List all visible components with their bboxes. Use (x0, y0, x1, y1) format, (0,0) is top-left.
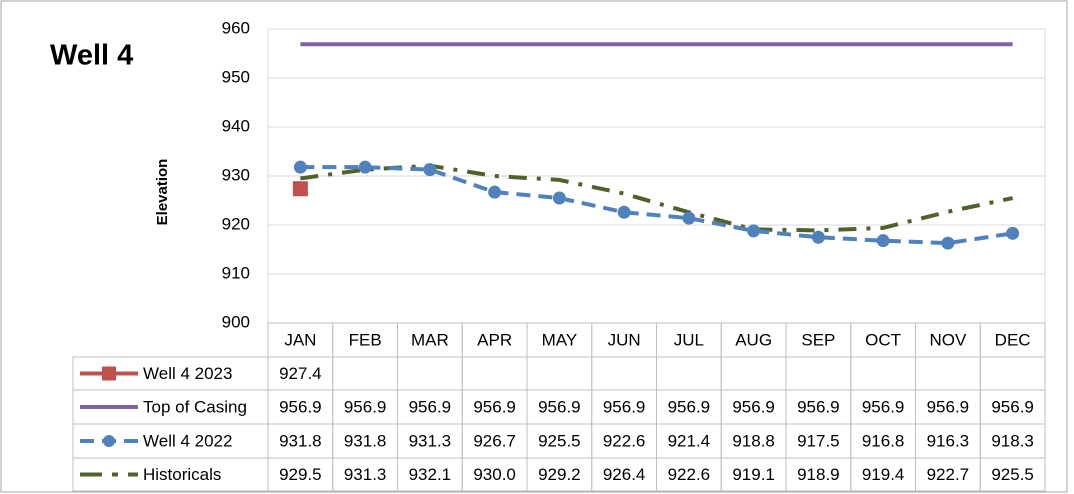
table-value: 956.9 (991, 397, 1034, 416)
table-value: 956.9 (279, 397, 322, 416)
y-axis-label: Elevation (154, 159, 171, 226)
point (293, 160, 307, 174)
table-value: 956.9 (409, 397, 452, 416)
x-tick-label: DEC (995, 330, 1031, 349)
x-tick-label: APR (477, 330, 512, 349)
y-tick-label: 910 (222, 263, 250, 282)
x-tick-label: FEB (349, 330, 382, 349)
x-tick-label: JUN (608, 330, 641, 349)
table-value: 956.9 (473, 397, 516, 416)
y-tick-label: 930 (222, 165, 250, 184)
table-value: 921.4 (668, 431, 711, 450)
table-value: 917.5 (797, 431, 840, 450)
point (941, 236, 955, 250)
table-value: 925.5 (538, 431, 581, 450)
table-value: 918.8 (732, 431, 775, 450)
table-value: 956.9 (862, 397, 905, 416)
table-cell (979, 457, 1046, 492)
y-tick-label: 950 (222, 67, 250, 86)
legend-marker (102, 366, 116, 381)
x-tick-label: SEP (801, 330, 835, 349)
x-tick-label: JAN (284, 330, 316, 349)
table-value: 931.3 (409, 431, 452, 450)
table-value: 922.7 (927, 465, 970, 484)
point (682, 211, 696, 225)
x-tick-label: OCT (865, 330, 901, 349)
legend-label: Well 4 2022 (143, 431, 232, 450)
table-value: 931.8 (279, 431, 322, 450)
table-value: 931.3 (344, 465, 387, 484)
table-value: 918.9 (797, 465, 840, 484)
y-tick-label: 900 (222, 312, 250, 331)
x-tick-label: AUG (735, 330, 772, 349)
point (617, 205, 631, 219)
table-value: 918.3 (991, 431, 1034, 450)
table-value: 919.1 (732, 465, 775, 484)
table-value: 929.2 (538, 465, 581, 484)
y-tick-label: 940 (222, 116, 250, 135)
point (1006, 226, 1020, 240)
table-value: 929.5 (279, 465, 322, 484)
table-value: 922.6 (668, 465, 711, 484)
point (423, 163, 437, 177)
table-value: 930.0 (473, 465, 516, 484)
point (552, 191, 566, 205)
series-line (300, 165, 1013, 246)
table-value: 956.9 (603, 397, 646, 416)
table-value: 926.4 (603, 465, 646, 484)
table-value: 932.1 (409, 465, 452, 484)
legend-label: Top of Casing (143, 397, 247, 416)
legend-marker (103, 435, 115, 447)
point (876, 234, 890, 248)
table-value: 956.9 (538, 397, 581, 416)
x-tick-label: NOV (929, 330, 967, 349)
table-value: 956.9 (732, 397, 775, 416)
series-line (300, 163, 1014, 233)
table-value: 916.3 (927, 431, 970, 450)
table-value: 956.9 (927, 397, 970, 416)
x-tick-label: MAR (411, 330, 449, 349)
point (358, 160, 372, 174)
point (747, 224, 761, 238)
y-tick-label: 920 (222, 214, 250, 233)
point (811, 230, 825, 244)
table-value: 927.4 (279, 364, 322, 383)
table-value: 916.8 (862, 431, 905, 450)
legend-label: Well 4 2023 (143, 364, 232, 383)
table-value: 956.9 (344, 397, 387, 416)
table-value: 931.8 (344, 431, 387, 450)
table-value: 922.6 (603, 431, 646, 450)
table-value: 926.7 (473, 431, 516, 450)
chart-title: Well 4 (50, 40, 133, 72)
point (488, 185, 502, 199)
x-tick-label: JUL (674, 330, 704, 349)
legend-label: Historicals (143, 465, 221, 484)
point (292, 181, 308, 197)
table-value: 919.4 (862, 465, 905, 484)
table-value: 925.5 (991, 465, 1034, 484)
table-value: 956.9 (668, 397, 711, 416)
x-tick-label: MAY (542, 330, 578, 349)
table-value: 956.9 (797, 397, 840, 416)
y-tick-label: 960 (222, 18, 250, 37)
